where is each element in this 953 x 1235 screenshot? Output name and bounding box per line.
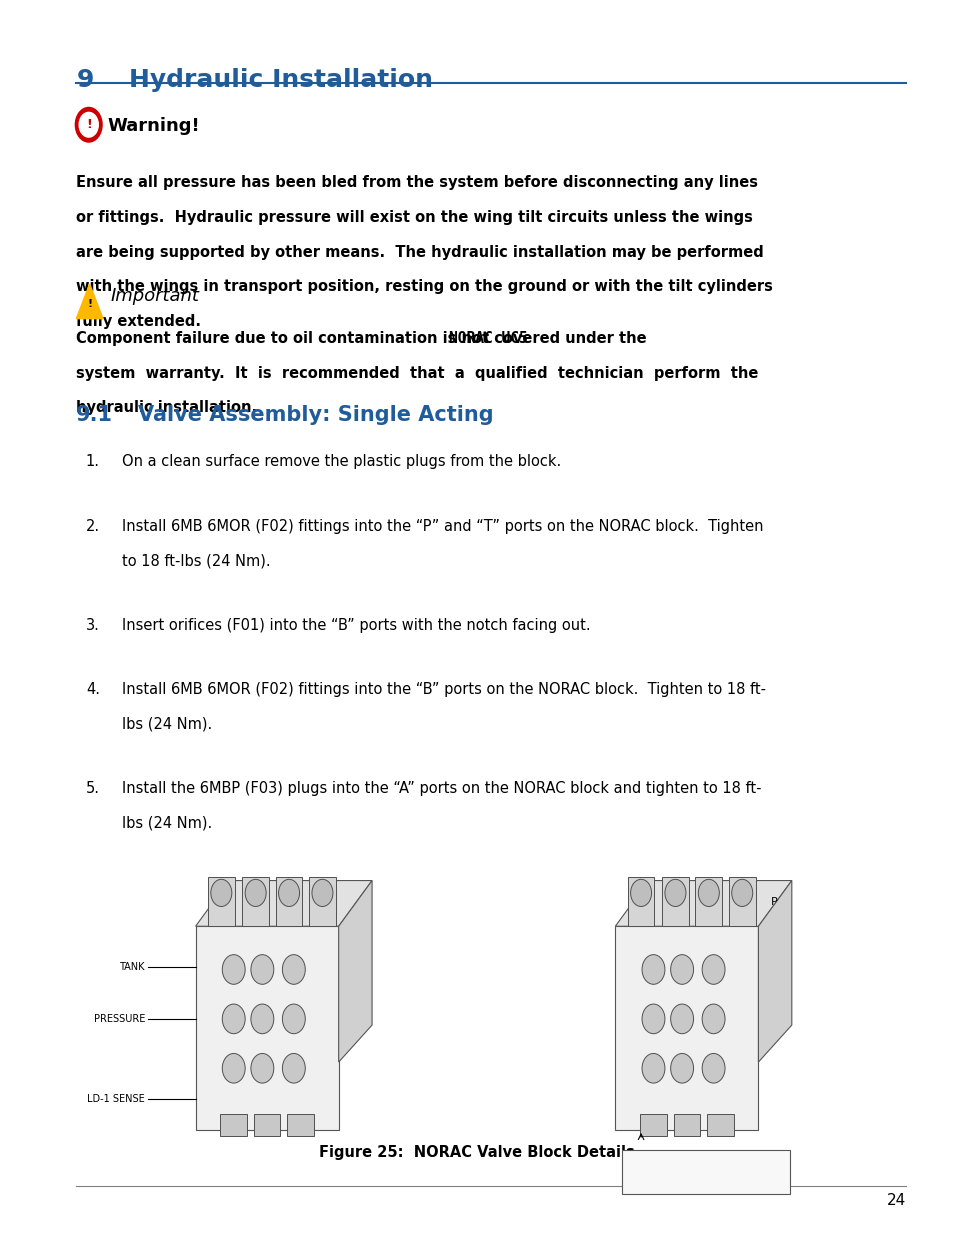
- Circle shape: [282, 1004, 305, 1034]
- Text: Ensure all pressure has been bled from the system before disconnecting any lines: Ensure all pressure has been bled from t…: [76, 175, 758, 190]
- Bar: [195, 926, 338, 1130]
- Text: Insert orifices (F01) into the “B” ports with the notch facing out.: Insert orifices (F01) into the “B” ports…: [122, 618, 590, 632]
- Polygon shape: [195, 881, 372, 926]
- Text: !: !: [87, 299, 92, 309]
- Text: 1.: 1.: [86, 454, 100, 469]
- Circle shape: [211, 879, 232, 906]
- Circle shape: [701, 1053, 724, 1083]
- Bar: [627, 877, 654, 926]
- Circle shape: [251, 955, 274, 984]
- Text: or fittings.  Hydraulic pressure will exist on the wing tilt circuits unless the: or fittings. Hydraulic pressure will exi…: [76, 210, 753, 225]
- Circle shape: [641, 1004, 664, 1034]
- Text: 9: 9: [76, 68, 93, 91]
- Bar: [695, 877, 721, 926]
- Text: Install the 6MBP (F03) plugs into the “A” ports on the NORAC block and tighten t: Install the 6MBP (F03) plugs into the “A…: [122, 781, 760, 795]
- Polygon shape: [615, 881, 791, 926]
- Text: Hydraulic Installation: Hydraulic Installation: [129, 68, 433, 91]
- Bar: [728, 877, 755, 926]
- Circle shape: [251, 1053, 274, 1083]
- Text: with the wings in transport position, resting on the ground or with the tilt cyl: with the wings in transport position, re…: [76, 279, 772, 294]
- Bar: [673, 1114, 700, 1136]
- Bar: [220, 1114, 247, 1136]
- Text: On a clean surface remove the plastic plugs from the block.: On a clean surface remove the plastic pl…: [122, 454, 560, 469]
- Text: 2.: 2.: [86, 519, 100, 534]
- Circle shape: [312, 879, 333, 906]
- Text: LD-1 SENSE: LD-1 SENSE: [87, 1094, 145, 1104]
- Text: Figure 25:  NORAC Valve Block Details: Figure 25: NORAC Valve Block Details: [319, 1145, 634, 1160]
- Circle shape: [282, 1053, 305, 1083]
- Circle shape: [731, 879, 752, 906]
- Text: 24: 24: [886, 1193, 905, 1208]
- Bar: [309, 877, 335, 926]
- Circle shape: [79, 112, 98, 137]
- Text: fully extended.: fully extended.: [76, 314, 201, 329]
- Circle shape: [641, 1053, 664, 1083]
- Circle shape: [670, 955, 693, 984]
- Circle shape: [222, 955, 245, 984]
- Text: Install 6MB 6MOR (F02) fittings into the “B” ports on the NORAC block.  Tighten : Install 6MB 6MOR (F02) fittings into the…: [122, 682, 765, 697]
- Circle shape: [245, 879, 266, 906]
- Bar: [208, 877, 234, 926]
- Bar: [275, 877, 302, 926]
- Text: PRESSURE: PRESSURE: [93, 1014, 145, 1024]
- Circle shape: [222, 1053, 245, 1083]
- Text: system  warranty.  It  is  recommended  that  a  qualified  technician  perform : system warranty. It is recommended that …: [76, 366, 758, 380]
- Text: Warning!: Warning!: [108, 117, 200, 136]
- Circle shape: [670, 1004, 693, 1034]
- Circle shape: [698, 879, 719, 906]
- Text: 4.: 4.: [86, 682, 100, 697]
- Circle shape: [222, 1004, 245, 1034]
- Text: Valve Assembly: Single Acting: Valve Assembly: Single Acting: [138, 405, 494, 425]
- Text: NORAC UC5: NORAC UC5: [449, 331, 528, 346]
- Polygon shape: [76, 284, 103, 319]
- Bar: [661, 877, 688, 926]
- Circle shape: [670, 1053, 693, 1083]
- Circle shape: [664, 879, 685, 906]
- Circle shape: [278, 879, 299, 906]
- Text: 5.: 5.: [86, 781, 100, 795]
- Text: to 18 ft-lbs (24 Nm).: to 18 ft-lbs (24 Nm).: [122, 553, 271, 568]
- Bar: [706, 1114, 733, 1136]
- Circle shape: [282, 955, 305, 984]
- Text: F LINE ORIFICE
NOTCH FACING OUT: F LINE ORIFICE NOTCH FACING OUT: [660, 1170, 750, 1189]
- Circle shape: [701, 955, 724, 984]
- Circle shape: [701, 1004, 724, 1034]
- Circle shape: [75, 107, 102, 142]
- Bar: [242, 877, 269, 926]
- Text: Component failure due to oil contamination is not covered under the: Component failure due to oil contaminati…: [76, 331, 652, 346]
- Bar: [615, 926, 758, 1130]
- Text: 3.: 3.: [86, 618, 100, 632]
- Bar: [253, 1114, 280, 1136]
- Text: lbs (24 Nm).: lbs (24 Nm).: [122, 815, 213, 830]
- Text: TANK: TANK: [119, 962, 145, 972]
- Circle shape: [251, 1004, 274, 1034]
- Polygon shape: [338, 881, 372, 1062]
- Bar: [287, 1114, 314, 1136]
- Bar: [639, 1114, 666, 1136]
- Text: hydraulic installation.: hydraulic installation.: [76, 400, 257, 415]
- FancyBboxPatch shape: [621, 1150, 789, 1194]
- Text: Install 6MB 6MOR (F02) fittings into the “P” and “T” ports on the NORAC block.  : Install 6MB 6MOR (F02) fittings into the…: [122, 519, 762, 534]
- Circle shape: [641, 955, 664, 984]
- Text: are being supported by other means.  The hydraulic installation may be performed: are being supported by other means. The …: [76, 245, 763, 259]
- Text: 9.1: 9.1: [76, 405, 113, 425]
- Text: Important: Important: [111, 287, 199, 305]
- Text: P: P: [770, 897, 778, 906]
- Text: lbs (24 Nm).: lbs (24 Nm).: [122, 716, 213, 731]
- Polygon shape: [758, 881, 791, 1062]
- Circle shape: [630, 879, 651, 906]
- Text: !: !: [86, 119, 91, 131]
